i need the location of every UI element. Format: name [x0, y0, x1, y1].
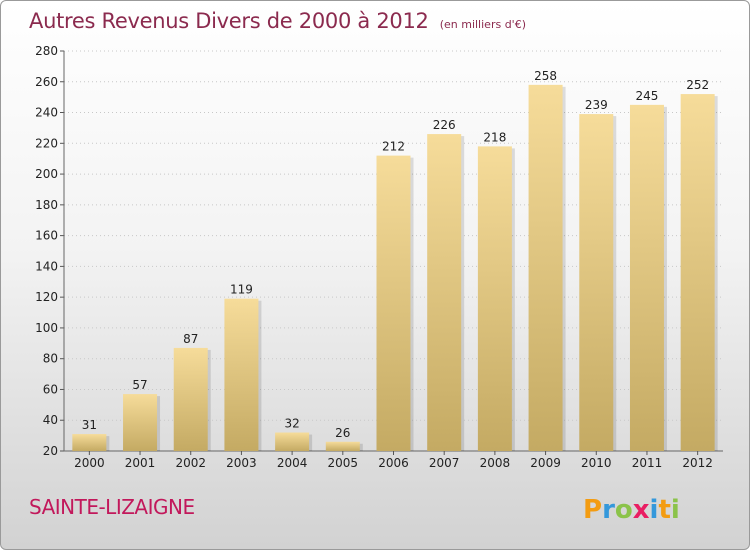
x-tick-label: 2004 — [277, 456, 308, 470]
y-tick-label: 100 — [35, 321, 58, 335]
x-tick-label: 2012 — [682, 456, 713, 470]
y-tick-label: 60 — [43, 382, 58, 396]
x-tick-label: 2002 — [175, 456, 206, 470]
y-tick-label: 40 — [43, 413, 58, 427]
chart-title: Autres Revenus Divers de 2000 à 2012 — [29, 9, 429, 33]
bar-2006 — [376, 155, 411, 451]
proxiti-logo: Proxiti — [583, 495, 680, 525]
value-label: 57 — [132, 378, 147, 392]
x-tick-label: 2006 — [378, 456, 409, 470]
value-label: 119 — [230, 283, 253, 297]
y-tick-label: 200 — [35, 167, 58, 181]
x-tick-label: 2010 — [581, 456, 612, 470]
bar-2012 — [680, 94, 715, 452]
value-label: 252 — [686, 78, 709, 92]
x-tick-label: 2000 — [74, 456, 105, 470]
x-tick-label: 2011 — [632, 456, 663, 470]
x-tick-label: 2003 — [226, 456, 257, 470]
value-label: 26 — [335, 426, 350, 440]
value-label: 218 — [483, 130, 506, 144]
bar-2008 — [477, 146, 512, 451]
value-label: 32 — [284, 417, 299, 431]
y-tick-label: 20 — [43, 444, 58, 458]
y-tick-label: 180 — [35, 198, 58, 212]
y-tick-label: 240 — [35, 106, 58, 120]
bar-2000 — [72, 434, 107, 451]
value-label: 245 — [636, 89, 659, 103]
value-label: 226 — [433, 118, 456, 132]
y-tick-label: 80 — [43, 352, 58, 366]
y-tick-label: 140 — [35, 259, 58, 273]
y-tick-label: 160 — [35, 229, 58, 243]
bar-2003 — [224, 298, 259, 451]
chart-unit: (en milliers d'€) — [439, 18, 526, 31]
y-tick-label: 260 — [35, 75, 58, 89]
svg-text:Proxiti: Proxiti — [583, 495, 680, 525]
x-tick-label: 2005 — [328, 456, 359, 470]
x-tick-label: 2001 — [125, 456, 156, 470]
y-tick-label: 220 — [35, 136, 58, 150]
bar-2009 — [528, 84, 563, 451]
value-label: 31 — [82, 418, 97, 432]
x-tick-label: 2009 — [530, 456, 561, 470]
y-tick-label: 120 — [35, 290, 58, 304]
bar-2011 — [629, 104, 664, 451]
value-label: 258 — [534, 69, 557, 83]
y-tick-label: 280 — [35, 44, 58, 58]
bar-2002 — [173, 347, 208, 451]
bar-2001 — [123, 394, 158, 451]
bar-2005 — [325, 441, 360, 451]
bar-2004 — [275, 432, 310, 451]
bar-2010 — [579, 114, 614, 452]
bar-2007 — [427, 134, 462, 452]
commune-name: SAINTE-LIZAIGNE — [29, 495, 195, 519]
x-tick-label: 2007 — [429, 456, 460, 470]
x-tick-label: 2008 — [480, 456, 511, 470]
value-label: 212 — [382, 140, 405, 154]
value-label: 87 — [183, 332, 198, 346]
title-row: Autres Revenus Divers de 2000 à 2012 (en… — [29, 9, 526, 33]
value-label: 239 — [585, 98, 608, 112]
